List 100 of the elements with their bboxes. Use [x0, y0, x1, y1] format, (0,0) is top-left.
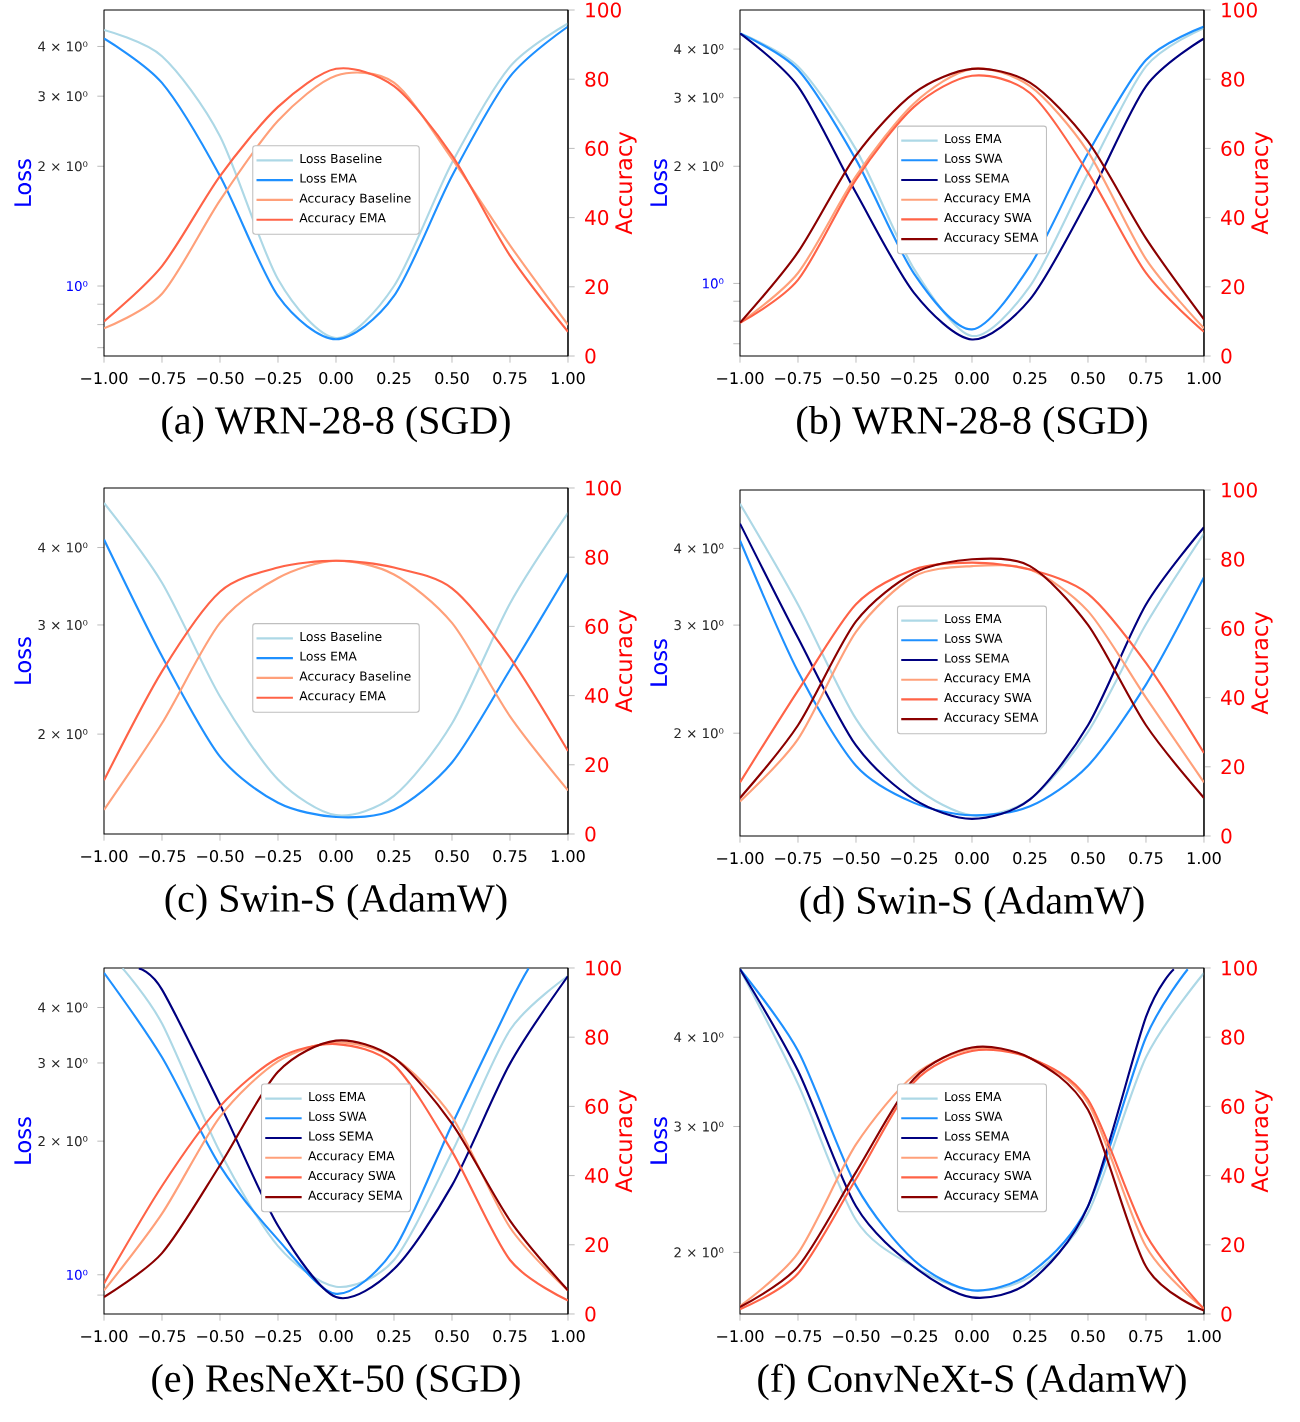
x-tick-label: −0.75 [775, 1330, 822, 1343]
y2-tick-label: 100 [586, 2, 621, 18]
y2-tick-label: 20 [1221, 279, 1245, 295]
y2-tick-label: 100 [586, 960, 621, 976]
x-tick-label: −0.25 [255, 1330, 302, 1343]
y-axis-title: Loss [14, 637, 32, 684]
y2-tick-label: 60 [1221, 1098, 1245, 1114]
y2-tick-label: 0 [1221, 1306, 1232, 1322]
y2-tick-label: 20 [585, 279, 609, 295]
y2-tick-label: 100 [1222, 960, 1257, 976]
x-tick-label: −0.75 [775, 852, 822, 865]
y2-tick-label: 100 [586, 480, 621, 496]
y2-tick-label: 40 [585, 210, 609, 226]
y2-tick-label: 40 [1221, 690, 1245, 706]
x-tick-label: −0.25 [255, 850, 302, 863]
y-axis-title: Loss [650, 159, 668, 206]
x-tick-label: 0.25 [1013, 372, 1047, 385]
x-tick-label: 1.00 [1187, 852, 1221, 865]
y2-tick-label: 80 [585, 71, 609, 87]
text: (f) ConvNeXt-S (AdamW) [758, 1363, 1186, 1401]
y2-tick-label: 60 [1221, 140, 1245, 156]
x-tick-label: 0.25 [1013, 852, 1047, 865]
x-tick-label: 0.50 [1071, 372, 1105, 385]
x-tick-label: −1.00 [717, 372, 764, 385]
x-tick-label: 0.75 [493, 850, 527, 863]
x-tick-label: 0.75 [493, 372, 527, 385]
x-tick-label: 0.50 [435, 372, 469, 385]
x-tick-label: −0.50 [197, 850, 244, 863]
y2-tick-label: 40 [585, 1168, 609, 1184]
x-tick-label: 0.50 [1071, 852, 1105, 865]
x-tick-label: 0.00 [955, 852, 989, 865]
x-tick-label: −1.00 [81, 1330, 128, 1343]
x-tick-label: −0.50 [833, 852, 880, 865]
x-tick-label: −0.25 [891, 852, 938, 865]
y2-tick-label: 20 [585, 757, 609, 773]
x-tick-label: −0.75 [139, 372, 186, 385]
x-tick-label: −0.75 [775, 372, 822, 385]
x-tick-label: −1.00 [717, 1330, 764, 1343]
y2-tick-label: 60 [585, 618, 609, 634]
y2-axis-title: Accuracy [1251, 611, 1273, 715]
y2-tick-label: 40 [1221, 1168, 1245, 1184]
y2-axis-title: Accuracy [615, 131, 637, 235]
x-tick-label: 0.00 [319, 850, 353, 863]
x-tick-label: −0.50 [833, 1330, 880, 1343]
x-tick-label: 0.00 [319, 1330, 353, 1343]
text: (a) WRN-28-8 (SGD) [162, 405, 510, 443]
x-tick-label: 0.75 [1129, 372, 1163, 385]
y-axis-title: Loss [650, 639, 668, 686]
y2-axis-title: Accuracy [615, 609, 637, 713]
x-tick-label: 1.00 [551, 372, 585, 385]
x-tick-label: 0.75 [1129, 1330, 1163, 1343]
x-tick-label: −1.00 [81, 850, 128, 863]
y2-tick-label: 60 [585, 1098, 609, 1114]
x-tick-label: −1.00 [81, 372, 128, 385]
x-tick-label: −0.25 [891, 372, 938, 385]
x-tick-label: 0.25 [377, 850, 411, 863]
x-tick-label: 1.00 [1187, 372, 1221, 385]
y2-tick-label: 40 [585, 688, 609, 704]
y2-tick-label: 60 [1221, 620, 1245, 636]
x-tick-label: 0.00 [955, 1330, 989, 1343]
y2-tick-label: 80 [585, 1029, 609, 1045]
y2-tick-label: 20 [585, 1237, 609, 1253]
y2-tick-label: 80 [1221, 1029, 1245, 1045]
x-tick-label: −0.75 [139, 1330, 186, 1343]
y2-tick-label: 0 [1221, 348, 1232, 364]
x-tick-label: 1.00 [551, 850, 585, 863]
x-tick-label: −0.25 [891, 1330, 938, 1343]
y2-tick-label: 0 [585, 1306, 596, 1322]
y-axis-title: Loss [650, 1117, 668, 1164]
x-tick-label: 0.00 [319, 372, 353, 385]
y2-tick-label: 0 [585, 826, 596, 842]
y2-tick-label: 20 [1221, 759, 1245, 775]
x-tick-label: 0.50 [1071, 1330, 1105, 1343]
y2-tick-label: 0 [585, 348, 596, 364]
y2-axis-title: Accuracy [1251, 131, 1273, 235]
text: (c) Swin-S (AdamW) [165, 883, 507, 921]
x-tick-label: 0.75 [493, 1330, 527, 1343]
x-tick-label: −0.75 [139, 850, 186, 863]
y-axis-title: Loss [14, 1117, 32, 1164]
y2-axis-title: Accuracy [615, 1089, 637, 1193]
x-tick-label: −0.50 [833, 372, 880, 385]
y2-tick-label: 60 [585, 140, 609, 156]
y2-tick-label: 100 [1222, 482, 1257, 498]
x-tick-label: −0.50 [197, 1330, 244, 1343]
x-tick-label: −0.25 [255, 372, 302, 385]
y2-tick-label: 80 [1221, 551, 1245, 567]
y2-tick-label: 40 [1221, 210, 1245, 226]
x-tick-label: 1.00 [1187, 1330, 1221, 1343]
y2-tick-label: 80 [1221, 71, 1245, 87]
x-tick-label: 1.00 [551, 1330, 585, 1343]
text: (b) WRN-28-8 (SGD) [797, 405, 1147, 443]
y2-tick-label: 0 [1221, 828, 1232, 844]
text: (d) Swin-S (AdamW) [800, 885, 1144, 923]
y2-axis-title: Accuracy [1251, 1089, 1273, 1193]
x-tick-label: −0.50 [197, 372, 244, 385]
y2-tick-label: 80 [585, 549, 609, 565]
y2-tick-label: 20 [1221, 1237, 1245, 1253]
y-axis-title: Loss [14, 159, 32, 206]
x-tick-label: 0.75 [1129, 852, 1163, 865]
x-tick-label: 0.25 [1013, 1330, 1047, 1343]
